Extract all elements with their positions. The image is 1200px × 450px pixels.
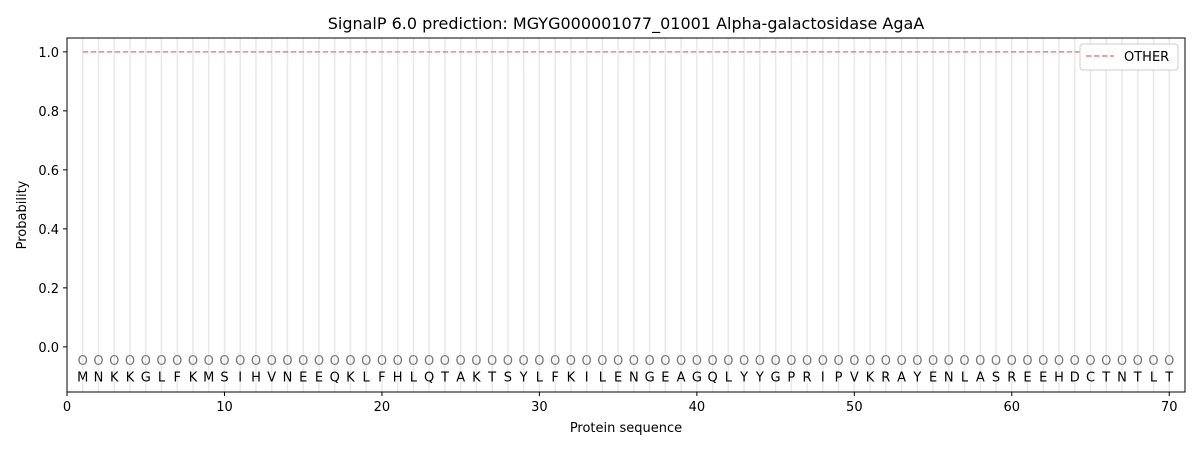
y-tick-label: 0.2: [38, 282, 59, 297]
residue-label: K: [567, 370, 576, 385]
residue-label: F: [551, 370, 558, 385]
residue-label: S: [504, 370, 512, 385]
residue-label: K: [472, 370, 481, 385]
residue-label: E: [1023, 370, 1031, 385]
residue-label: R: [803, 370, 812, 385]
residue-label: Q: [707, 370, 717, 385]
y-tick-label: 0.6: [38, 164, 59, 179]
residue-label: T: [1133, 370, 1142, 385]
residue-label: T: [1101, 370, 1110, 385]
residue-label: K: [189, 370, 198, 385]
residue-label: N: [1117, 370, 1127, 385]
residue-label: G: [645, 370, 655, 385]
residue-label: C: [1086, 370, 1095, 385]
residue-label: G: [692, 370, 702, 385]
legend-label-other: OTHER: [1124, 50, 1169, 65]
residue-label: E: [614, 370, 622, 385]
residue-label: L: [410, 370, 418, 385]
y-tick-label: 1.0: [38, 46, 59, 61]
residue-label: Q: [330, 370, 340, 385]
residue-label: P: [835, 370, 843, 385]
residue-label: E: [299, 370, 307, 385]
residue-label: E: [1039, 370, 1047, 385]
residue-label: V: [850, 370, 859, 385]
x-tick-label: 30: [531, 400, 548, 415]
residue-label: D: [1070, 370, 1080, 385]
residue-label: G: [771, 370, 781, 385]
x-tick-label: 0: [63, 400, 71, 415]
residue-label: R: [881, 370, 890, 385]
residue-label: M: [77, 370, 88, 385]
legend-box: [1079, 43, 1179, 71]
residue-label: Q: [424, 370, 434, 385]
residue-label: P: [787, 370, 795, 385]
residue-label: S: [992, 370, 1000, 385]
residue-label: H: [1054, 370, 1064, 385]
chart-title: SignalP 6.0 prediction: MGYG000001077_01…: [328, 14, 925, 34]
residue-label: H: [251, 370, 261, 385]
legend: OTHER: [1079, 43, 1179, 71]
residue-label: L: [725, 370, 733, 385]
y-tick-label: 0.0: [38, 341, 59, 356]
x-axis-label: Protein sequence: [570, 421, 682, 436]
residue-label: L: [536, 370, 544, 385]
residue-label: A: [897, 370, 906, 385]
residue-label: N: [94, 370, 104, 385]
residue-label: M: [203, 370, 214, 385]
residue-label: S: [220, 370, 228, 385]
residue-label: A: [456, 370, 465, 385]
residue-label: L: [1150, 370, 1158, 385]
residue-label: L: [158, 370, 166, 385]
residue-label: G: [141, 370, 151, 385]
x-tick-label: 20: [374, 400, 391, 415]
residue-label: N: [283, 370, 293, 385]
x-tick-label: 10: [216, 400, 233, 415]
x-tick-label: 50: [846, 400, 863, 415]
x-tick-label: 70: [1161, 400, 1178, 415]
residue-label: H: [393, 370, 403, 385]
residue-label: V: [267, 370, 276, 385]
residue-label: Y: [739, 370, 748, 385]
residue-label: I: [585, 370, 589, 385]
residue-label: T: [440, 370, 449, 385]
residue-label: K: [126, 370, 135, 385]
residue-label: N: [944, 370, 954, 385]
x-tick-label: 60: [1004, 400, 1021, 415]
residue-label: E: [929, 370, 937, 385]
residue-label: E: [315, 370, 323, 385]
residue-label: A: [677, 370, 686, 385]
residue-label: Y: [755, 370, 764, 385]
x-tick-label: 40: [689, 400, 706, 415]
residue-label: Y: [519, 370, 528, 385]
residue-label: F: [378, 370, 385, 385]
residue-label: L: [961, 370, 969, 385]
residue-label: T: [487, 370, 496, 385]
y-tick-label: 0.4: [38, 223, 59, 238]
residue-label: K: [866, 370, 875, 385]
residue-label: I: [238, 370, 242, 385]
residue-label: F: [173, 370, 180, 385]
residue-label: Y: [912, 370, 921, 385]
residue-label: K: [346, 370, 355, 385]
residue-label: N: [629, 370, 639, 385]
residue-label: T: [1164, 370, 1173, 385]
residue-label: L: [363, 370, 371, 385]
y-axis-label: Probability: [15, 180, 30, 249]
plot-frame: [66, 37, 1186, 393]
residue-label: K: [110, 370, 119, 385]
residue-label: E: [661, 370, 669, 385]
residue-label: I: [821, 370, 825, 385]
predicted-labels: OOOOOOOOOOOOOOOOOOOOOOOOOOOOOOOOOOOOOOOO…: [78, 354, 1175, 369]
residue-label: A: [976, 370, 985, 385]
residue-label: L: [599, 370, 607, 385]
residue-label: R: [1007, 370, 1016, 385]
y-tick-label: 0.8: [38, 105, 59, 120]
